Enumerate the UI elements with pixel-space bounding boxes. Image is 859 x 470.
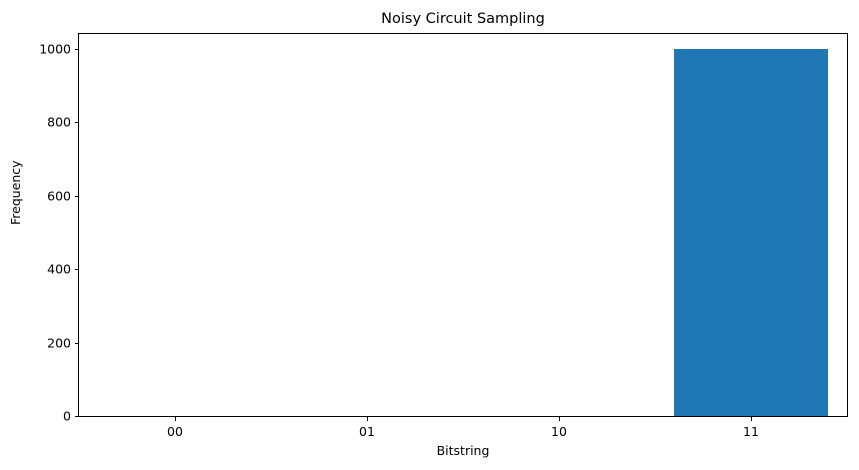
bars-layer bbox=[79, 34, 847, 416]
x-tick-mark bbox=[559, 416, 560, 421]
plot-area: 0 200 400 600 800 1000 00 01 10 11 bbox=[39, 33, 848, 439]
y-tick-label: 0 bbox=[63, 408, 71, 424]
x-tick-label: 00 bbox=[167, 424, 183, 439]
y-tick-mark bbox=[74, 416, 79, 417]
y-tick-mark bbox=[74, 342, 79, 344]
y-tick-mark bbox=[74, 122, 79, 124]
x-tick-mark bbox=[175, 416, 176, 421]
y-tick-label: 800 bbox=[47, 114, 71, 130]
x-tick-mark bbox=[751, 416, 752, 421]
y-tick-mark bbox=[74, 195, 79, 197]
y-axis-label: Frequency bbox=[8, 160, 23, 225]
y-tick-mark bbox=[74, 48, 79, 50]
x-tick-label: 10 bbox=[551, 424, 567, 439]
chart-title: Noisy Circuit Sampling bbox=[381, 11, 545, 27]
x-tick-mark bbox=[367, 416, 368, 421]
x-axis-label: Bitstring bbox=[436, 443, 490, 458]
y-tick-label: 600 bbox=[47, 188, 71, 204]
y-tick-label: 400 bbox=[47, 261, 71, 277]
y-tick-label: 200 bbox=[47, 335, 71, 351]
bar bbox=[674, 48, 828, 416]
y-tick-mark bbox=[74, 269, 79, 271]
y-tick-label: 1000 bbox=[39, 41, 71, 57]
x-tick-label: 11 bbox=[743, 424, 759, 439]
x-tick-label: 01 bbox=[359, 424, 375, 439]
